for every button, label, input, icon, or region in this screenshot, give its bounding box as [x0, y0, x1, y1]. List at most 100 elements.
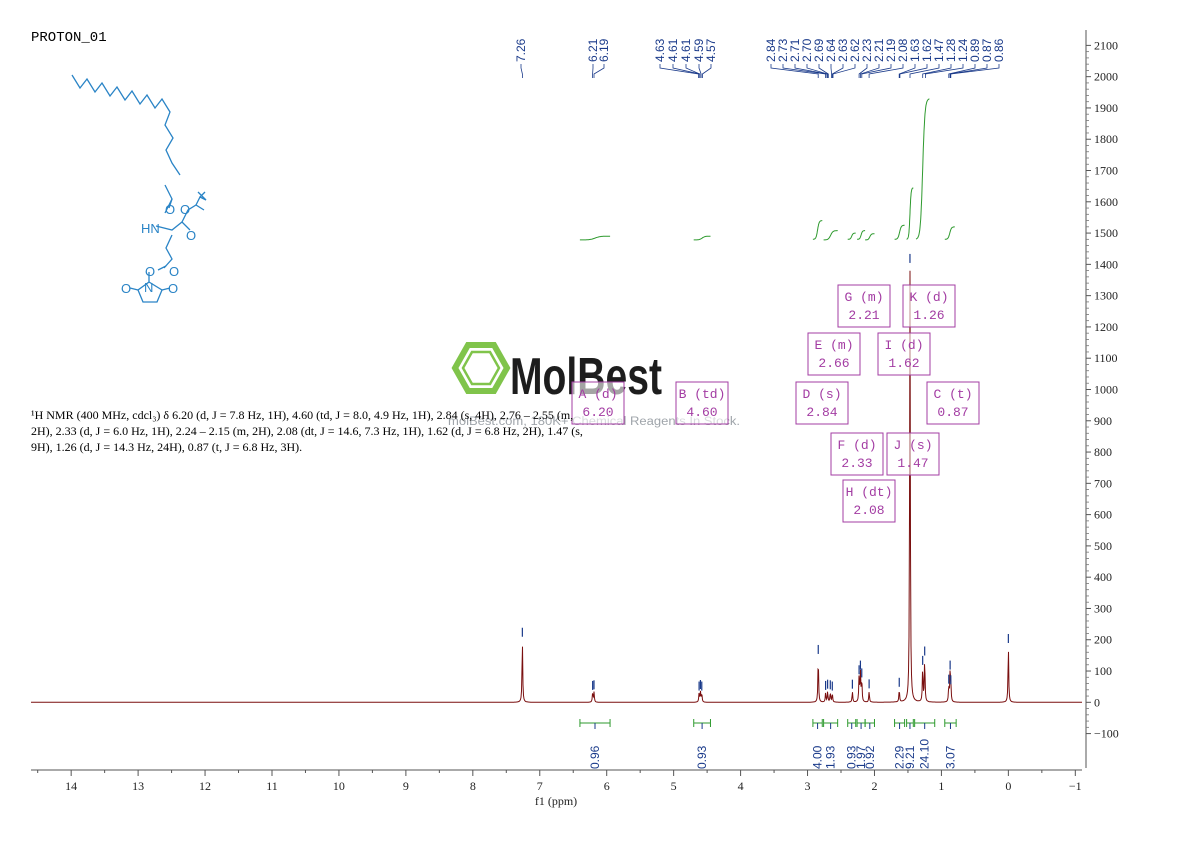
- multiplet-frame: [795, 381, 849, 425]
- y-axis: −100 0 100 200 300 400 500 600 700 800 900 1000 1100…: [1085, 30, 1119, 768]
- multiplet-letter: H: [846, 485, 854, 500]
- peak-label-leader: [948, 64, 976, 78]
- x-tick-label: 14: [65, 779, 77, 793]
- peak-label: 2.62: [848, 38, 862, 62]
- spectrum-line: [31, 270, 1082, 703]
- multiplet-box: D (s) 2.84: [795, 381, 849, 425]
- peak-label: 0.89: [968, 38, 982, 62]
- multiplet-paren: ): [876, 290, 884, 305]
- multiplet-letter: C: [933, 387, 941, 402]
- multiplet-letter: J: [893, 438, 901, 453]
- multiplet-type: d: [933, 290, 941, 305]
- multiplet-boxes: A (d)6.20B (td)4.60C (t)0.87D (s)2.84E (…: [571, 284, 980, 523]
- multiplet-frame: [877, 332, 931, 376]
- multiplet-paren: (: [901, 438, 917, 453]
- multiplet-frame: [675, 381, 729, 425]
- multiplet-frame: [830, 432, 884, 476]
- multiplet-type: d: [602, 387, 610, 402]
- integration-value: 3.07: [944, 745, 958, 769]
- multiplet-label: G (m): [844, 290, 883, 305]
- x-tick-label: 0: [1005, 779, 1011, 793]
- peak-markers: [521, 253, 1009, 691]
- atom-label: O: [165, 202, 175, 217]
- peak-label: 4.61: [679, 38, 693, 62]
- integration-value: 1.93: [824, 745, 838, 769]
- y-tick-label: 1200: [1094, 320, 1118, 334]
- atom-label: O: [180, 202, 190, 217]
- multiplet-paren: (: [917, 290, 933, 305]
- peak-label: 4.61: [666, 38, 680, 62]
- peak-label-leader: [898, 64, 916, 78]
- multiplet-paren: ): [718, 387, 726, 402]
- multiplet-box: I (d) 1.62: [877, 332, 931, 376]
- peak-label-leader: [925, 64, 964, 78]
- x-tick-label: 2: [871, 779, 877, 793]
- multiplet-paren: ): [610, 387, 618, 402]
- integral-curve: [823, 230, 838, 241]
- peak-label: 2.21: [872, 38, 886, 62]
- peak-label-leader: [868, 64, 904, 78]
- peak-label: 1.24: [956, 38, 970, 62]
- multiplet-letter: G: [844, 290, 852, 305]
- integration-value: 0.96: [588, 745, 602, 769]
- integration-value: 1.97: [854, 745, 868, 769]
- x-axis-label: f1 (ppm): [535, 794, 577, 808]
- integral-curve: [906, 187, 914, 240]
- atom-label: O: [168, 281, 178, 296]
- peak-label: 2.23: [860, 38, 874, 62]
- multiplet-label: C (t): [933, 387, 972, 402]
- multiplet-letter: F: [837, 438, 845, 453]
- peak-label: 0.87: [980, 38, 994, 62]
- peak-label-leader: [949, 64, 988, 78]
- peak-label-group: 7.26 6.216.19 4.63 4.61 4.61 4.594.57 2.842.73…: [514, 38, 1006, 78]
- atom-label: HN: [141, 221, 160, 236]
- y-tick-label: 1700: [1094, 164, 1118, 178]
- multiplet-frame: [571, 381, 625, 425]
- peak-label-leader: [922, 64, 952, 78]
- peak-label: 1.62: [920, 38, 934, 62]
- multiplet-paren: (: [892, 338, 908, 353]
- atom-label: O: [169, 264, 179, 279]
- multiplet-box: A (d) 6.20: [571, 381, 625, 425]
- multiplet-shift: 2.08: [853, 503, 884, 518]
- y-tick-label: 800: [1094, 445, 1112, 459]
- y-tick-label: 1800: [1094, 132, 1118, 146]
- peak-label-leader: [830, 64, 832, 78]
- integral-curve: [894, 224, 905, 240]
- multiplet-paren: (: [845, 438, 861, 453]
- multiplet-box: B (td)4.60: [675, 381, 729, 425]
- integral-curve: [944, 226, 955, 240]
- peak-label: 2.84: [764, 38, 778, 62]
- y-tick-label: 1600: [1094, 195, 1118, 209]
- integral-curve: [579, 235, 611, 241]
- molecule-structure: [71, 74, 207, 303]
- multiplet-type: dt: [869, 485, 885, 500]
- atom-label: O: [121, 281, 131, 296]
- x-tick-label: 12: [199, 779, 211, 793]
- integral-curve: [812, 220, 823, 240]
- peak-label-leader: [860, 64, 880, 78]
- multiplet-shift: 2.33: [841, 456, 872, 471]
- y-tick-label: 1100: [1094, 351, 1118, 365]
- peak-label: 6.19: [597, 38, 611, 62]
- y-tick-label: 1000: [1094, 382, 1118, 396]
- multiplet-paren: (: [810, 387, 826, 402]
- integral-curve: [693, 235, 711, 241]
- x-tick-label: 1: [938, 779, 944, 793]
- y-tick-label: 0: [1094, 695, 1100, 709]
- x-tick-label: 6: [604, 779, 610, 793]
- peak-label-leader: [950, 64, 1000, 78]
- peak-label: 1.47: [932, 38, 946, 62]
- x-tick-label: −1: [1069, 779, 1082, 793]
- peak-label: 2.73: [776, 38, 790, 62]
- peak-label: 2.19: [884, 38, 898, 62]
- multiplet-paren: (: [686, 387, 702, 402]
- atom-label: O: [145, 264, 155, 279]
- y-tick-label: 1500: [1094, 226, 1118, 240]
- peak-label-leader: [685, 64, 701, 78]
- atom-label: O: [186, 228, 196, 243]
- integral-curve: [915, 98, 930, 240]
- peak-label-leader: [899, 64, 928, 78]
- multiplet-paren: ): [869, 438, 877, 453]
